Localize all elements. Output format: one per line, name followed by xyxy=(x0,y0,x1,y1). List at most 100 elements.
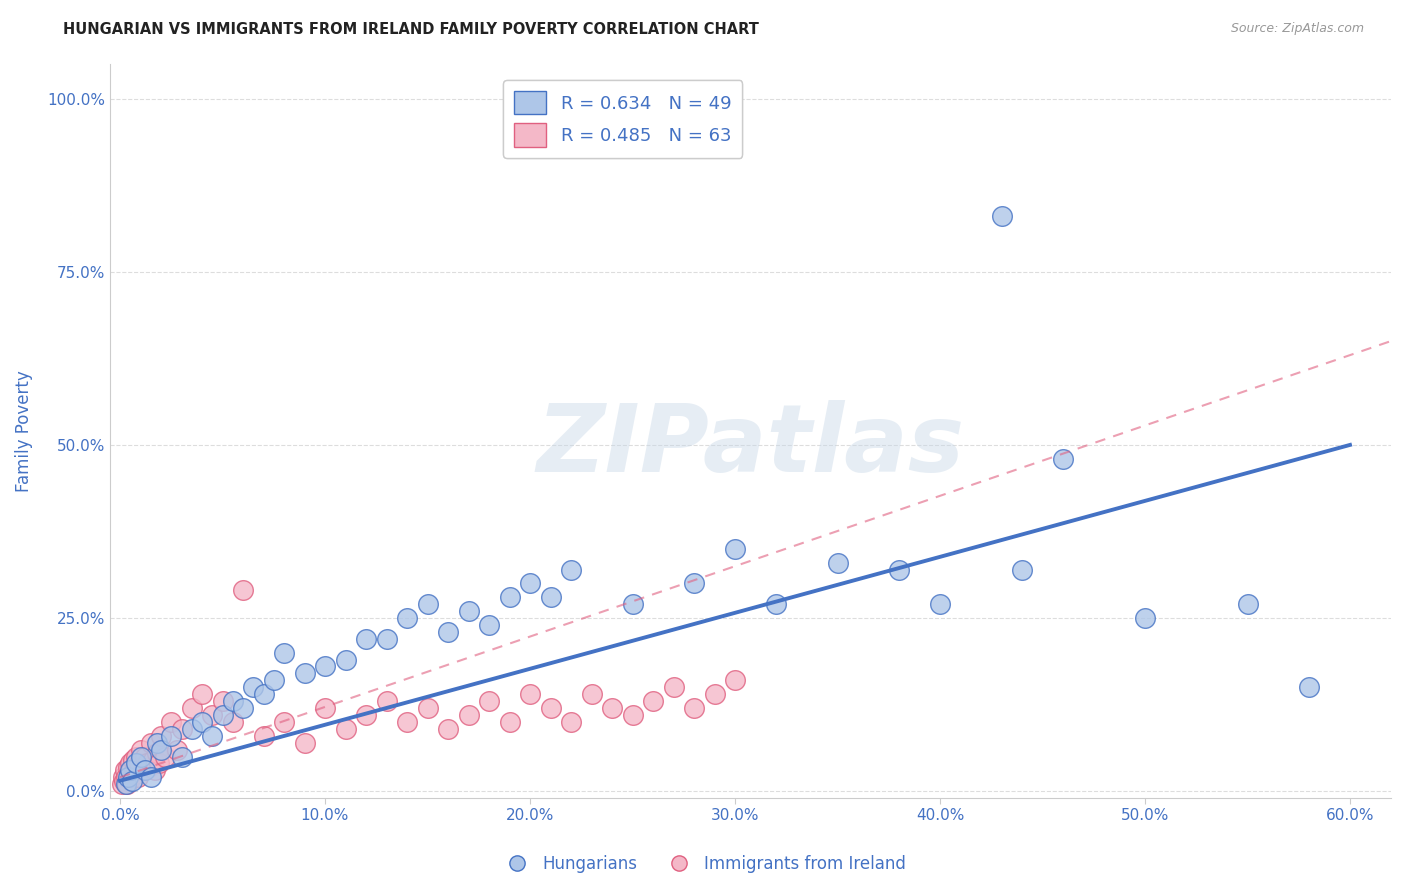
Point xyxy=(335,722,357,736)
Point xyxy=(139,736,162,750)
Point xyxy=(437,722,460,736)
Point xyxy=(124,764,146,778)
Point xyxy=(294,666,316,681)
Point xyxy=(121,773,143,788)
Point xyxy=(273,714,295,729)
Point xyxy=(134,764,156,778)
Point xyxy=(115,770,138,784)
Point xyxy=(128,756,150,771)
Point xyxy=(131,764,153,778)
Point xyxy=(166,742,188,756)
Point xyxy=(115,777,138,791)
Point xyxy=(129,742,152,756)
Point xyxy=(252,687,274,701)
Point xyxy=(112,773,135,788)
Point xyxy=(581,687,603,701)
Point xyxy=(160,714,183,729)
Point xyxy=(127,760,149,774)
Point xyxy=(621,597,644,611)
Point xyxy=(478,618,501,632)
Point xyxy=(1298,680,1320,694)
Text: ZIPatlas: ZIPatlas xyxy=(536,400,965,491)
Point xyxy=(314,701,336,715)
Point xyxy=(560,714,582,729)
Point xyxy=(263,673,285,688)
Y-axis label: Family Poverty: Family Poverty xyxy=(15,370,32,491)
Point xyxy=(160,729,183,743)
Point xyxy=(170,749,193,764)
Point xyxy=(127,770,149,784)
Point xyxy=(375,694,398,708)
Point xyxy=(1011,563,1033,577)
Point xyxy=(560,563,582,577)
Point xyxy=(765,597,787,611)
Point xyxy=(929,597,952,611)
Point xyxy=(354,708,377,723)
Point xyxy=(437,624,460,639)
Point xyxy=(170,722,193,736)
Point xyxy=(201,729,224,743)
Point xyxy=(1133,611,1156,625)
Point xyxy=(122,753,145,767)
Point xyxy=(222,694,245,708)
Point xyxy=(683,701,706,715)
Point xyxy=(335,652,357,666)
Point xyxy=(150,729,173,743)
Point xyxy=(121,770,143,784)
Point xyxy=(540,701,562,715)
Point xyxy=(153,749,176,764)
Point xyxy=(724,541,747,556)
Point xyxy=(129,749,152,764)
Point xyxy=(191,714,214,729)
Point xyxy=(150,742,173,756)
Point xyxy=(395,611,418,625)
Point xyxy=(138,760,160,774)
Point xyxy=(211,708,233,723)
Point xyxy=(180,701,202,715)
Legend: Hungarians, Immigrants from Ireland: Hungarians, Immigrants from Ireland xyxy=(494,848,912,880)
Point xyxy=(148,756,170,771)
Point xyxy=(115,777,138,791)
Point xyxy=(519,687,541,701)
Point xyxy=(252,729,274,743)
Point xyxy=(120,764,142,778)
Point xyxy=(498,591,520,605)
Point xyxy=(124,767,146,781)
Point xyxy=(112,770,135,784)
Point xyxy=(222,714,245,729)
Point xyxy=(457,604,479,618)
Legend: R = 0.634   N = 49, R = 0.485   N = 63: R = 0.634 N = 49, R = 0.485 N = 63 xyxy=(503,80,742,158)
Point xyxy=(683,576,706,591)
Point xyxy=(142,753,165,767)
Point xyxy=(724,673,747,688)
Point xyxy=(662,680,685,694)
Point xyxy=(1236,597,1258,611)
Point xyxy=(232,583,254,598)
Point xyxy=(478,694,501,708)
Point xyxy=(120,756,142,771)
Text: HUNGARIAN VS IMMIGRANTS FROM IRELAND FAMILY POVERTY CORRELATION CHART: HUNGARIAN VS IMMIGRANTS FROM IRELAND FAM… xyxy=(63,22,759,37)
Point xyxy=(211,694,233,708)
Point xyxy=(111,777,134,791)
Point xyxy=(416,597,439,611)
Point xyxy=(146,746,169,760)
Point xyxy=(134,749,156,764)
Point xyxy=(114,764,136,778)
Point xyxy=(416,701,439,715)
Point xyxy=(125,756,148,771)
Point xyxy=(180,722,202,736)
Point xyxy=(117,760,139,774)
Point xyxy=(498,714,520,729)
Point xyxy=(242,680,264,694)
Point xyxy=(191,687,214,701)
Point xyxy=(146,736,169,750)
Point xyxy=(120,764,142,778)
Point xyxy=(641,694,664,708)
Point xyxy=(143,764,166,778)
Point xyxy=(201,708,224,723)
Point xyxy=(519,576,541,591)
Point xyxy=(990,210,1012,224)
Point xyxy=(375,632,398,646)
Point xyxy=(703,687,725,701)
Point xyxy=(457,708,479,723)
